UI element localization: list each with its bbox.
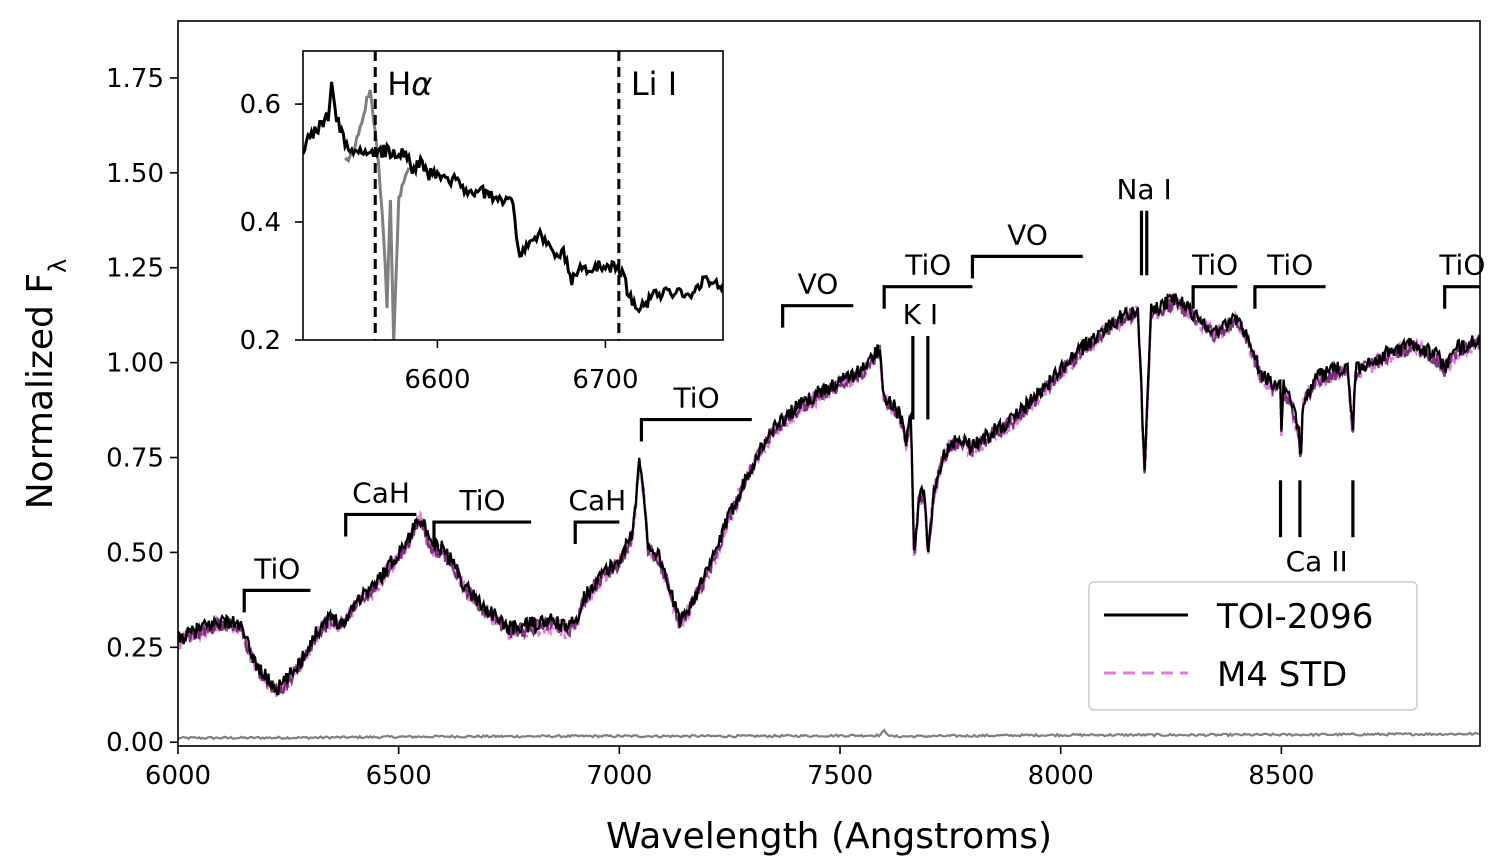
band-bracket-tio xyxy=(432,520,532,545)
series-line-toi-2096 xyxy=(178,292,1480,696)
y-tick-label: 0.00 xyxy=(106,728,164,758)
main-y-axis: 0.00 0.25 0.50 0.75 1.00 1.25 1.50 1.75 xyxy=(106,64,178,758)
band-bracket-cah xyxy=(573,520,620,545)
y-axis-label-main: Normalized F xyxy=(20,273,61,509)
x-axis-label: Wavelength (Angstroms) xyxy=(606,816,1052,857)
band-annotations: TiO CaH TiO CaH TiO VO TiO VO TiO TiO TiO K I Na I Ca… xyxy=(242,173,1485,613)
x-tick-label: 7000 xyxy=(586,761,652,791)
x-tick-label: 6000 xyxy=(145,761,211,791)
band-label-cah: CaH xyxy=(568,484,626,517)
line-label-na-i: Na I xyxy=(1116,173,1171,206)
band-label-cah: CaH xyxy=(352,476,410,509)
main-x-axis: 6000 6500 7000 7500 8000 8500 xyxy=(145,746,1314,791)
inset-raw-line xyxy=(344,89,411,340)
legend-label-m4-std: M4 STD xyxy=(1217,655,1347,695)
inset-vline-label-h: Hα xyxy=(387,65,432,103)
inset-x-tick-label: 6700 xyxy=(572,365,638,395)
y-axis-label-subscript: λ xyxy=(44,259,72,273)
band-bracket-cah xyxy=(344,512,417,537)
y-tick-label: 1.25 xyxy=(106,254,164,284)
inset-plot: Hα Li I 6600 6700 0.2 0.4 0.6 xyxy=(240,50,724,395)
inset-series-group xyxy=(303,81,723,340)
band-bracket-vo xyxy=(781,304,854,328)
band-label-tio: TiO xyxy=(1438,249,1485,282)
band-bracket-tio xyxy=(1191,285,1238,309)
uncertainty-line xyxy=(178,728,1480,741)
y-tick-label: 0.50 xyxy=(106,538,164,568)
band-bracket-tio xyxy=(1443,285,1480,309)
inset-y-tick-label: 0.6 xyxy=(240,90,281,120)
x-tick-label: 8000 xyxy=(1028,761,1094,791)
legend: TOI-2096 M4 STD xyxy=(1088,581,1418,711)
y-tick-label: 0.75 xyxy=(106,444,164,474)
line-label-ca-ii: Ca II xyxy=(1286,545,1348,578)
band-bracket-tio xyxy=(882,285,973,309)
inset-x-axis: 6600 6700 xyxy=(404,340,638,395)
band-label-tio: TiO xyxy=(904,249,951,282)
main-plot: TiO CaH TiO CaH TiO VO TiO VO TiO TiO TiO K I Na I Ca… xyxy=(20,20,1485,857)
legend-label-toi-2096: TOI-2096 xyxy=(1216,597,1373,637)
inset-y-tick-label: 0.2 xyxy=(240,326,281,356)
band-bracket-tio xyxy=(639,417,752,442)
band-label-vo: VO xyxy=(1007,218,1048,251)
band-label-tio: TiO xyxy=(673,382,720,415)
y-tick-label: 0.25 xyxy=(106,633,164,663)
x-tick-label: 6500 xyxy=(366,761,432,791)
band-bracket-vo xyxy=(970,254,1083,279)
band-bracket-tio xyxy=(1253,285,1326,309)
main-plot-frame xyxy=(177,20,1481,747)
inset-spectrum-line xyxy=(303,81,723,314)
y-axis-label: Normalized Fλ xyxy=(20,259,72,510)
y-tick-label: 1.75 xyxy=(106,64,164,94)
inset-plot-frame xyxy=(302,50,724,341)
inset-y-axis: 0.2 0.4 0.6 xyxy=(240,90,303,356)
band-bracket-tio xyxy=(242,588,311,613)
inset-y-tick-label: 0.4 xyxy=(240,208,281,238)
band-label-tio: TiO xyxy=(459,484,506,517)
x-tick-label: 7500 xyxy=(807,761,873,791)
line-label-k-i: K I xyxy=(903,298,939,331)
inset-vertical-lines: Hα Li I xyxy=(373,51,677,340)
band-label-tio: TiO xyxy=(1191,249,1238,282)
y-tick-label: 1.50 xyxy=(106,159,164,189)
band-label-vo: VO xyxy=(798,268,839,301)
inset-vline-label-greek: α xyxy=(411,65,432,103)
inset-vline-label-li-i: Li I xyxy=(631,65,677,103)
y-tick-label: 1.00 xyxy=(106,349,164,379)
x-tick-label: 8500 xyxy=(1248,761,1314,791)
band-label-tio: TiO xyxy=(1266,249,1313,282)
inset-x-tick-label: 6600 xyxy=(404,365,470,395)
band-label-tio: TiO xyxy=(253,552,300,585)
main-series-group xyxy=(178,292,1480,741)
